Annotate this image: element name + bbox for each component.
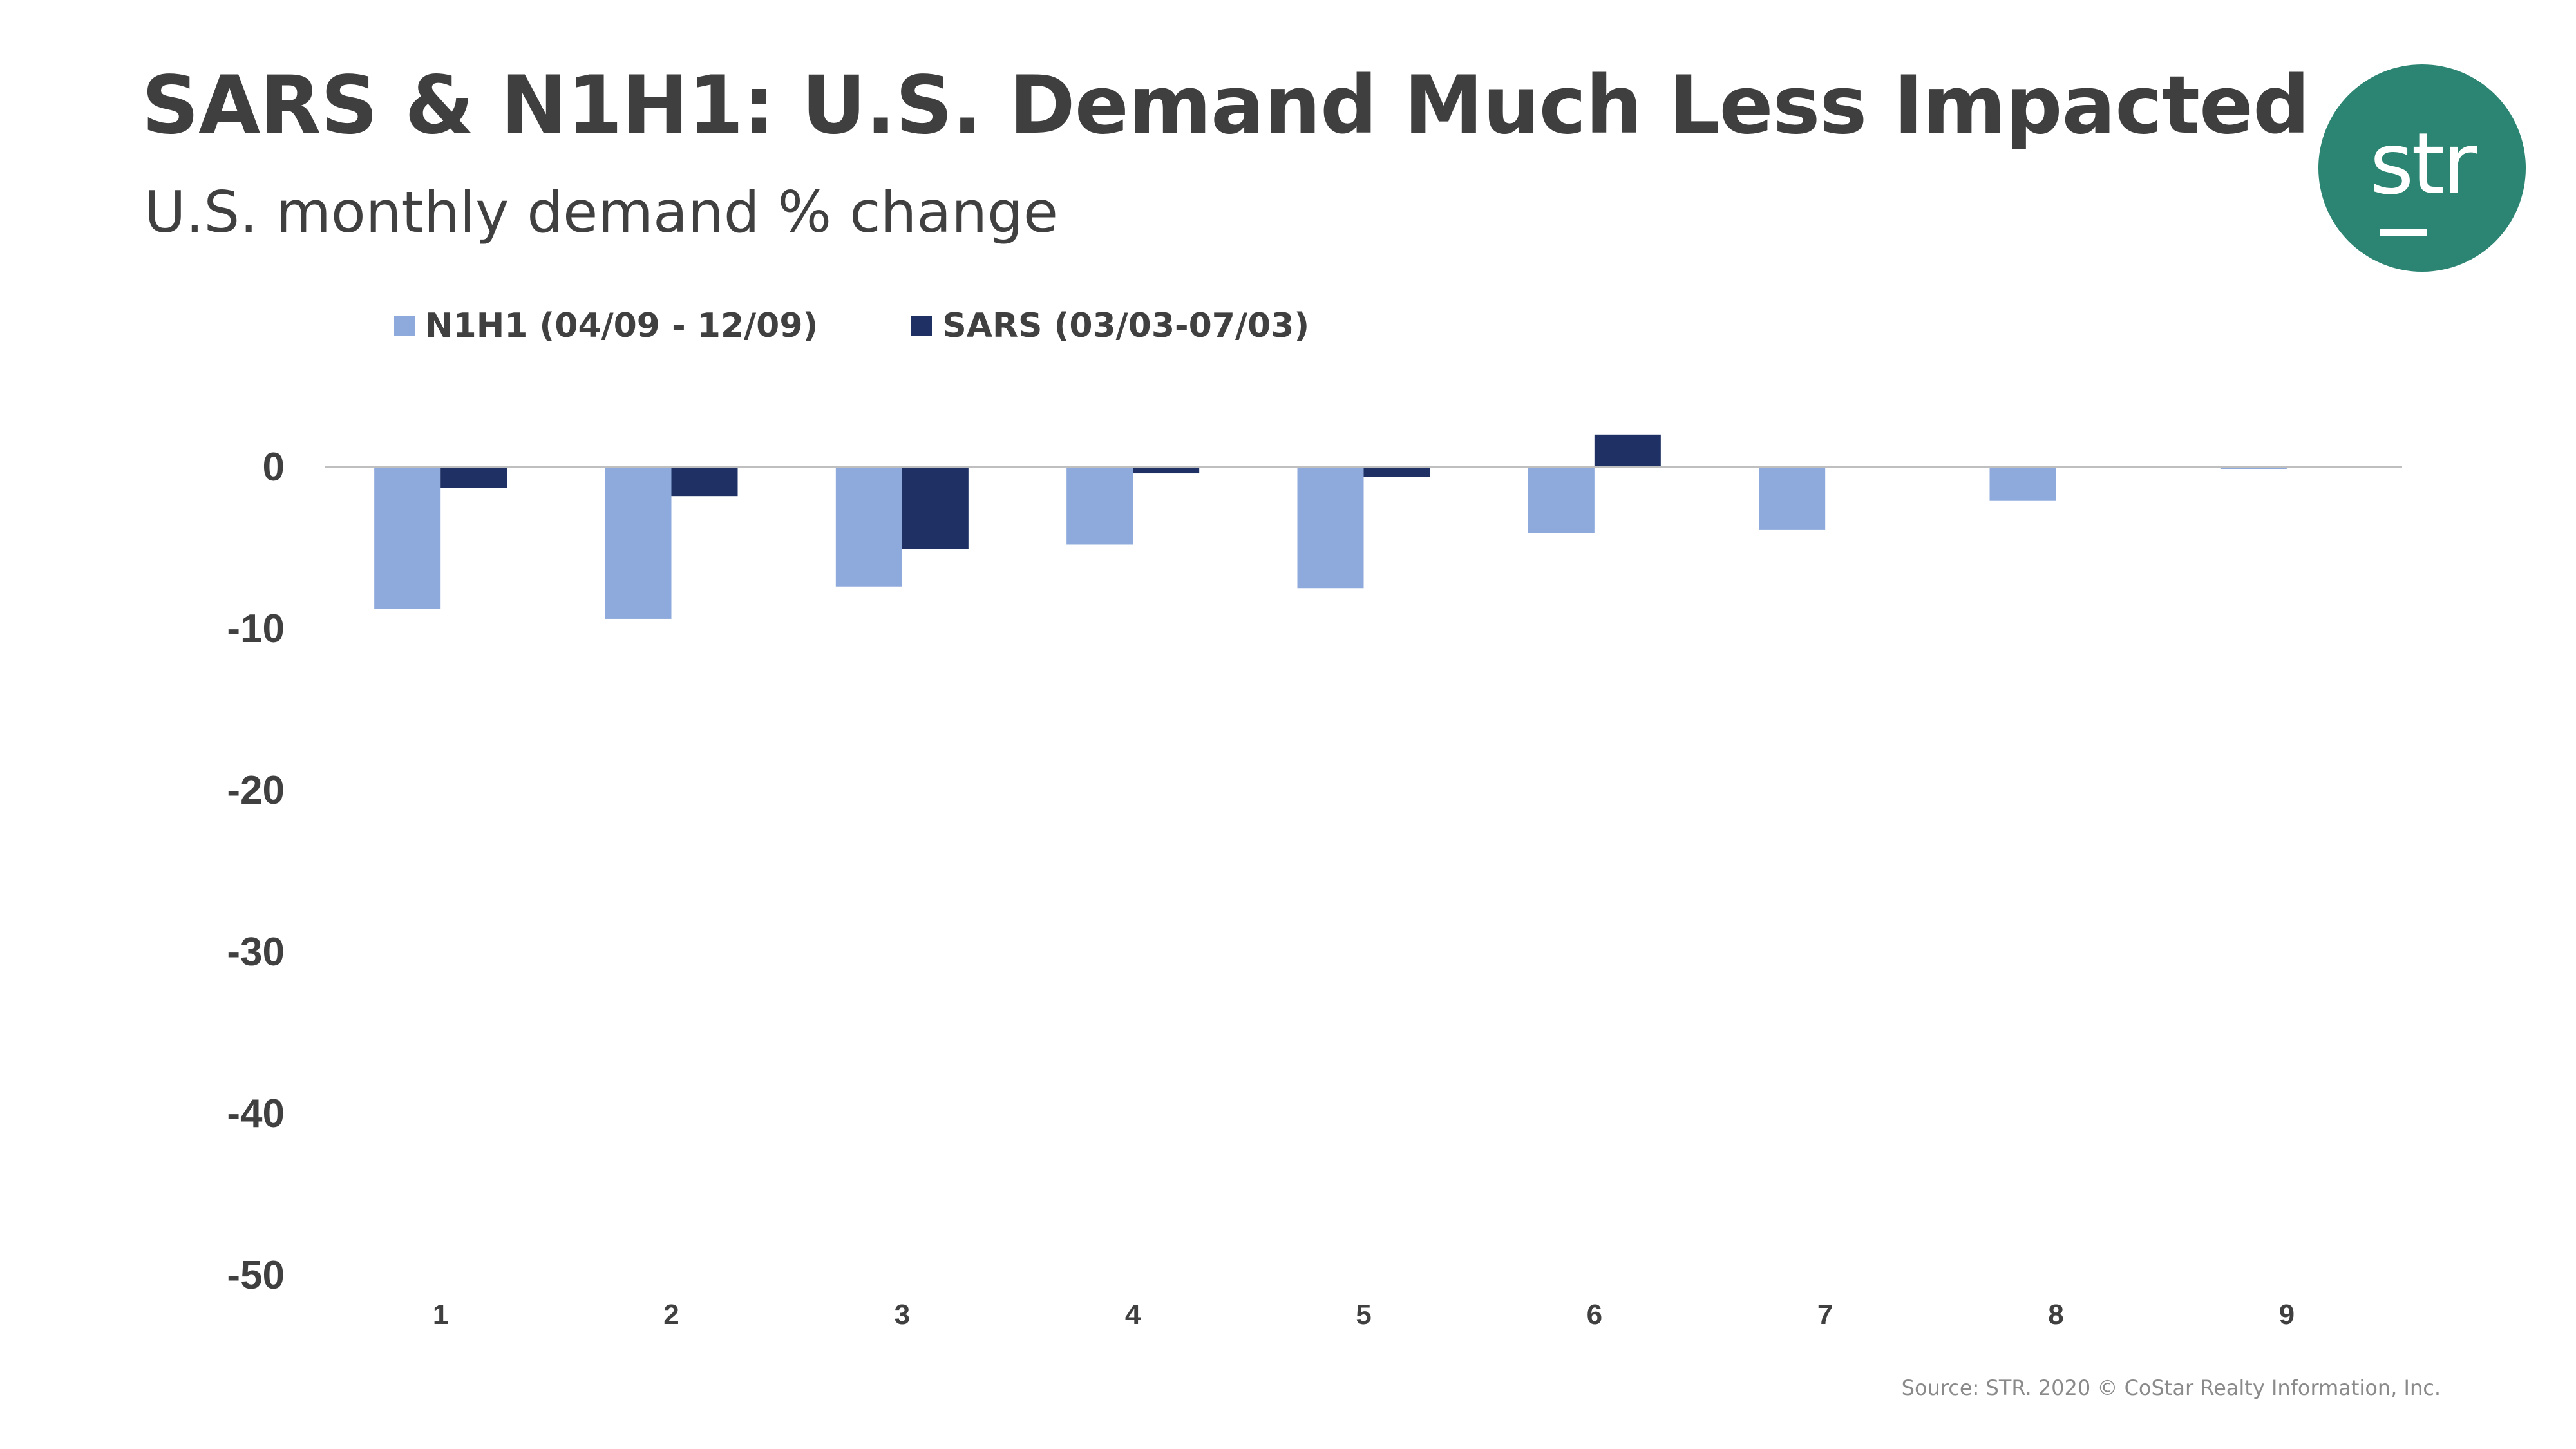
legend-swatch-sars — [911, 316, 933, 336]
bar-sars-5 — [1363, 467, 1430, 477]
chart-legend: N1H1 (04/09 - 12/09) SARS (03/03-07/03) — [394, 307, 1403, 345]
bar-sars-4 — [1133, 467, 1200, 474]
y-tick-label: -20 — [227, 768, 285, 813]
logo-underline — [2380, 229, 2427, 236]
y-tick-label: 0 — [263, 445, 285, 489]
logo-text: str — [2369, 115, 2477, 214]
bar-n1h1-8 — [1989, 467, 2056, 501]
legend-label-sars: SARS (03/03-07/03) — [942, 307, 1310, 345]
str-logo: str — [2318, 64, 2526, 272]
page-title: SARS & N1H1: U.S. Demand Much Less Impac… — [142, 59, 2310, 152]
bar-sars-6 — [1594, 434, 1661, 467]
bar-n1h1-4 — [1066, 467, 1133, 545]
x-tick-label: 5 — [1356, 1299, 1371, 1331]
y-tick-label: -30 — [227, 930, 285, 974]
bar-sars-1 — [440, 467, 507, 488]
x-tick-label: 4 — [1125, 1299, 1141, 1331]
page-subtitle: U.S. monthly demand % change — [144, 179, 1058, 245]
bar-n1h1-3 — [835, 467, 902, 587]
bar-n1h1-1 — [374, 467, 441, 609]
source-note: Source: STR. 2020 © CoStar Realty Inform… — [1901, 1376, 2441, 1400]
x-tick-label: 6 — [1587, 1299, 1602, 1331]
legend-label-n1h1: N1H1 (04/09 - 12/09) — [425, 307, 819, 345]
x-tick-label: 9 — [2279, 1299, 2295, 1331]
bar-n1h1-6 — [1528, 467, 1595, 533]
x-tick-label: 1 — [433, 1299, 448, 1331]
x-tick-label: 8 — [2048, 1299, 2063, 1331]
x-tick-label: 2 — [663, 1299, 679, 1331]
bar-sars-2 — [671, 467, 738, 497]
y-tick-label: -40 — [227, 1092, 285, 1136]
x-tick-label: 3 — [895, 1299, 910, 1331]
bar-sars-3 — [902, 467, 969, 550]
legend-swatch-n1h1 — [394, 316, 415, 336]
legend-item-sars: SARS (03/03-07/03) — [911, 307, 1309, 345]
bar-n1h1-7 — [1759, 467, 1826, 530]
bar-n1h1-5 — [1297, 467, 1364, 589]
y-tick-label: -50 — [227, 1253, 285, 1298]
y-tick-label: -10 — [227, 607, 285, 651]
x-tick-label: 7 — [1817, 1299, 1833, 1331]
legend-item-n1h1: N1H1 (04/09 - 12/09) — [394, 307, 818, 345]
bar-n1h1-2 — [605, 467, 672, 619]
